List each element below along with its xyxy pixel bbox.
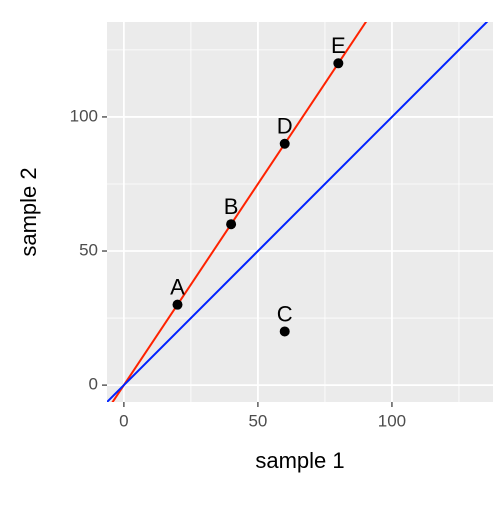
point-label: D [277, 114, 293, 139]
y-tick-label: 50 [79, 241, 98, 260]
marks: A B C D E [170, 33, 346, 337]
point-label: A [170, 274, 185, 299]
x-tick-label: 50 [248, 411, 267, 430]
point [333, 58, 344, 69]
point-label: E [331, 33, 346, 58]
lines [107, 22, 489, 402]
y-axis-title: sample 2 [16, 167, 41, 256]
point [279, 138, 290, 149]
x-tick-label: 0 [119, 411, 128, 430]
x-axis-title: sample 1 [255, 448, 344, 473]
reference-line [107, 22, 489, 402]
reference-line [111, 22, 368, 402]
grid [107, 22, 493, 402]
y-tick-label: 100 [70, 106, 98, 125]
point [279, 326, 290, 337]
point-label: B [224, 194, 239, 219]
point-label: C [277, 301, 293, 326]
y-tick-label: 0 [89, 375, 98, 394]
x-tick-label: 100 [378, 411, 406, 430]
point [226, 219, 237, 230]
point [172, 299, 183, 310]
